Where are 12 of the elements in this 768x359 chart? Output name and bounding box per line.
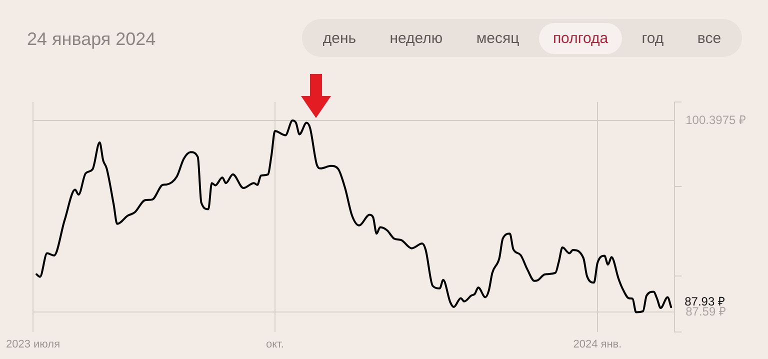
x-tick-label: 2024 янв. [573, 338, 622, 350]
period-tab[interactable]: неделю [376, 22, 457, 54]
period-tab[interactable]: месяц [462, 22, 534, 54]
x-tick-label: 2023 июля [6, 338, 60, 350]
chart-title: 24 января 2024 [27, 29, 156, 50]
x-tick-label: окт. [266, 338, 284, 350]
period-tab[interactable]: день [308, 22, 370, 54]
period-tab[interactable]: год [628, 22, 678, 54]
line-series [36, 120, 672, 314]
period-tab[interactable]: полгода [538, 22, 622, 54]
period-tab[interactable]: все [683, 22, 736, 54]
y-tick-label: 100.3975 ₽ [686, 112, 746, 127]
